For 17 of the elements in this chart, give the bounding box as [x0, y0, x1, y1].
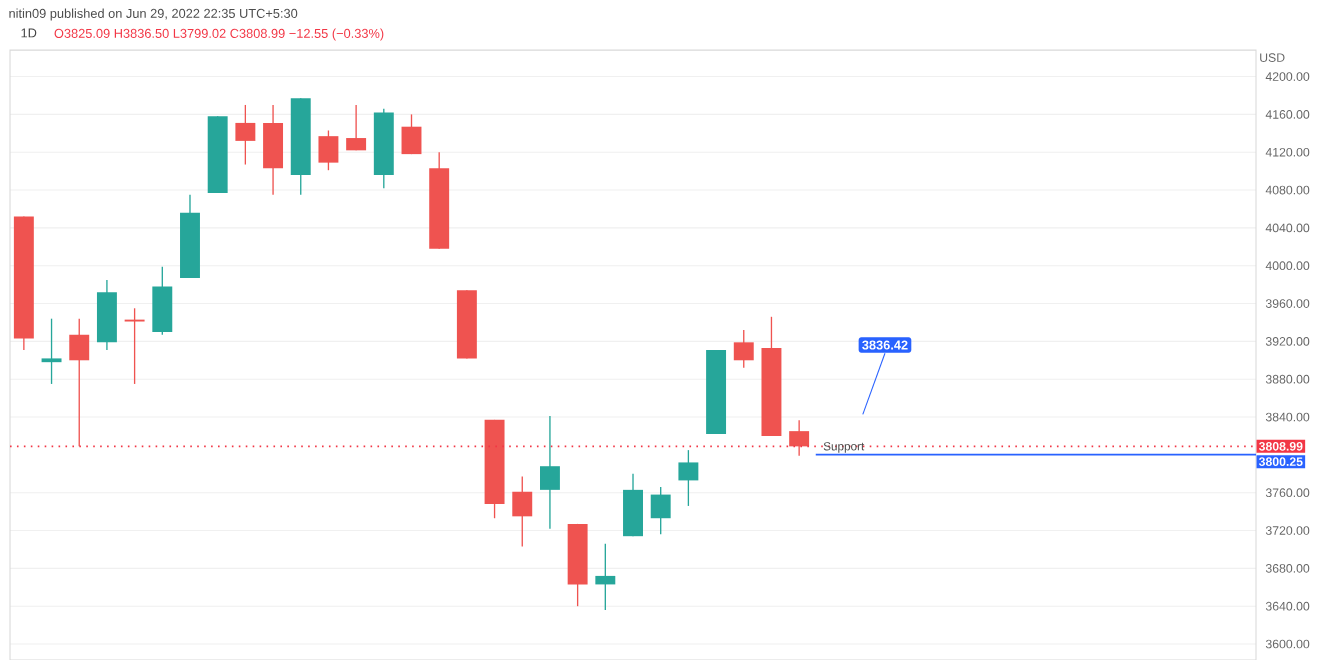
candlestick [263, 104, 284, 196]
candlestick [318, 129, 339, 171]
candlestick [650, 486, 671, 535]
candlestick [678, 449, 699, 507]
candlestick [401, 113, 422, 155]
candlestick [152, 266, 173, 336]
candlestick [235, 104, 256, 166]
candlestick [595, 543, 616, 611]
candlestick [69, 318, 90, 448]
candlestick [512, 475, 533, 548]
candlestick [789, 419, 810, 457]
candlestick [539, 415, 560, 530]
candlestick [623, 473, 643, 537]
candlestick [346, 104, 367, 152]
candlestick [124, 307, 145, 385]
candlestick [41, 318, 62, 385]
candlestick [733, 329, 754, 369]
